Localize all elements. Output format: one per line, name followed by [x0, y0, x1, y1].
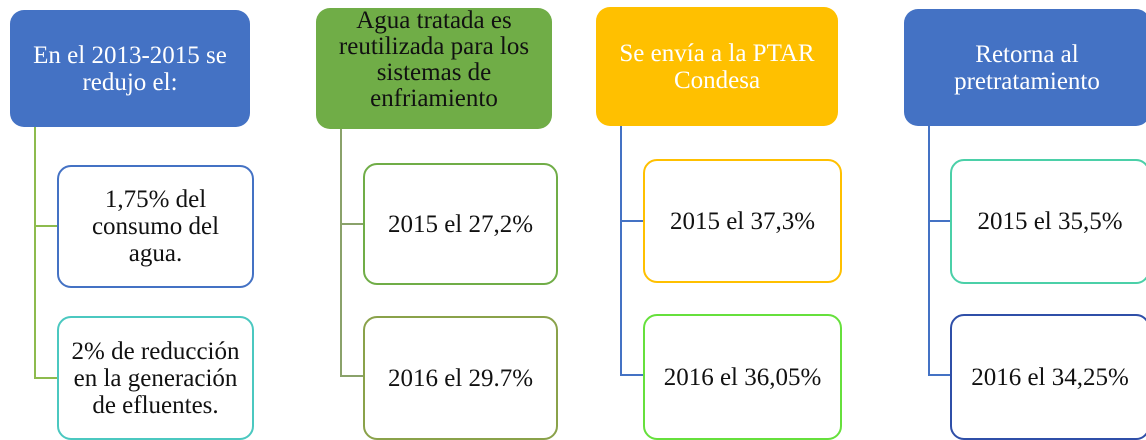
item-box: 2015 el 27,2% [363, 163, 558, 285]
connector [340, 129, 363, 377]
item-box: 2% de reducción en la generación de eflu… [57, 316, 254, 440]
connector [928, 126, 950, 376]
connector [34, 127, 57, 379]
item-box: 1,75% del consumo del agua. [57, 165, 254, 288]
item-box: 2015 el 35,5% [950, 159, 1146, 284]
header-box: Se envía a la PTAR Condesa [596, 7, 838, 126]
item-box: 2015 el 37,3% [643, 159, 842, 283]
header-box: En el 2013-2015 se redujo el: [10, 10, 250, 127]
connector [620, 126, 643, 376]
item-box: 2016 el 29.7% [363, 316, 558, 440]
header-box: Retorna al pretratamiento [904, 9, 1146, 126]
item-box: 2016 el 36,05% [643, 314, 842, 440]
item-box: 2016 el 34,25% [950, 314, 1146, 440]
header-box: Agua tratada es reutilizada para los sis… [316, 8, 552, 129]
